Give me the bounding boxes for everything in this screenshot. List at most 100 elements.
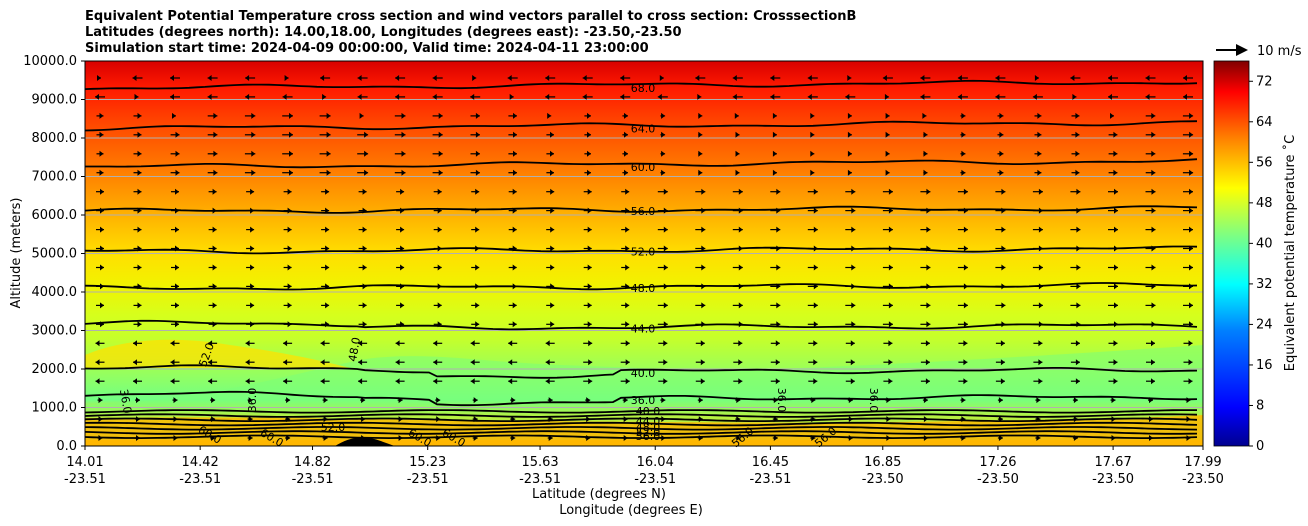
wind-vector-head xyxy=(437,321,442,328)
wind-vector-head xyxy=(961,416,966,423)
wind-vector-head xyxy=(625,264,630,271)
wind-vector-head xyxy=(401,112,406,119)
wind-vector-head xyxy=(212,226,217,233)
contour-line xyxy=(84,120,1198,132)
wind-vector-head xyxy=(963,321,968,328)
y-tick-label: 0.0 xyxy=(56,439,77,454)
wind-vector-head xyxy=(1038,378,1043,385)
wind-vector-head xyxy=(772,112,777,119)
wind-vector-head xyxy=(438,112,443,119)
wind-vector-head xyxy=(364,131,369,138)
wind-vector-head xyxy=(137,131,142,138)
wind-vector-head xyxy=(175,207,179,214)
wind-vector-head xyxy=(735,150,740,157)
wind-vector-head xyxy=(1114,188,1118,195)
wind-vector-head xyxy=(587,283,592,290)
wind-vector-head xyxy=(661,131,666,138)
wind-vector-head xyxy=(325,245,330,252)
wind-vector-head xyxy=(776,188,781,195)
wind-vector-head xyxy=(963,302,968,309)
wind-vector-head xyxy=(100,264,104,271)
wind-vector-head xyxy=(1113,169,1118,176)
wind-vector-head xyxy=(663,264,668,271)
wind-vector-head xyxy=(213,150,218,157)
colorbar-tick-label: 64 xyxy=(1256,115,1273,130)
wind-vector-head xyxy=(663,188,668,195)
wind-vector-head xyxy=(850,340,855,347)
wind-vector-head xyxy=(1001,207,1006,214)
wind-vector-head xyxy=(1038,283,1043,290)
wind-vector-head xyxy=(1145,75,1150,81)
x-tick-label-longitude: -23.51 xyxy=(407,472,449,487)
contour-label: 48.0 xyxy=(631,282,656,295)
wind-vector-head xyxy=(999,112,1004,119)
wind-vector-head xyxy=(998,416,1003,423)
wind-vector-head xyxy=(208,359,213,366)
wind-vector-head xyxy=(625,188,630,195)
wind-vector-head xyxy=(359,112,364,119)
x-tick-label-latitude: 17.26 xyxy=(979,455,1016,470)
wind-vector-head xyxy=(175,150,180,157)
wind-vector-head xyxy=(701,245,706,252)
colorbar-label: Equivalent potential temperature ˚C xyxy=(1282,135,1298,371)
wind-vector-head xyxy=(436,416,441,423)
wind-vector-head xyxy=(807,93,812,100)
wind-vector-head xyxy=(475,226,480,233)
wind-vector-head xyxy=(250,264,255,271)
wind-vector-head xyxy=(625,226,630,233)
wind-vector-head xyxy=(810,112,815,119)
wind-vector-head xyxy=(995,75,1000,81)
wind-vector-head xyxy=(1111,435,1116,441)
wind-vector-head xyxy=(475,207,480,214)
wind-vector-head xyxy=(813,188,818,195)
wind-vector-head xyxy=(250,188,255,195)
wind-vector-head xyxy=(320,75,325,81)
wind-vector-head xyxy=(1151,150,1156,157)
y-tick-label: 2000.0 xyxy=(32,362,78,377)
wind-vector-head xyxy=(473,397,478,404)
wind-vector-head xyxy=(175,302,179,309)
wind-vector-head xyxy=(1151,207,1156,214)
wind-vector-head xyxy=(133,378,137,385)
wind-vector-head xyxy=(437,188,442,195)
wind-vector-head xyxy=(813,283,818,290)
wind-vector-head xyxy=(738,188,743,195)
wind-vector-head xyxy=(512,264,517,271)
y-tick-label: 10000.0 xyxy=(23,54,77,69)
wind-vector-head xyxy=(851,226,856,233)
wind-vector-head xyxy=(395,378,400,385)
wind-vector-head xyxy=(885,112,890,119)
wind-vector-head xyxy=(847,150,852,157)
contour-line xyxy=(84,364,1198,379)
wind-vector-head xyxy=(923,150,928,157)
wind-vector-head xyxy=(920,75,925,81)
wind-vector-head xyxy=(436,397,441,404)
wind-vector-head xyxy=(282,93,287,100)
wind-vector-head xyxy=(250,245,255,252)
wind-vector-head xyxy=(132,75,137,81)
colorbar-tick-label: 16 xyxy=(1256,358,1273,373)
wind-vector-head xyxy=(1076,245,1081,252)
wind-vector-head xyxy=(1000,359,1005,366)
wind-vector-head xyxy=(250,226,255,233)
contour-label: 56.0 xyxy=(636,430,661,443)
wind-vector-head xyxy=(587,112,591,119)
wind-vector-head xyxy=(548,397,553,404)
wind-vector-head xyxy=(1186,397,1191,404)
wind-vector-head xyxy=(772,169,777,176)
wind-vector-head xyxy=(963,207,968,214)
wind-vector-head xyxy=(326,169,331,176)
wind-vector-head xyxy=(850,378,855,385)
wind-vector-head xyxy=(513,112,517,119)
wind-vector-head xyxy=(99,150,104,157)
wind-vector-head xyxy=(848,435,853,441)
wind-vector-head xyxy=(738,321,743,328)
wind-vector-head xyxy=(170,340,175,347)
wind-vector-head xyxy=(701,207,706,214)
wind-vector-head xyxy=(847,75,852,81)
wind-vector-head xyxy=(550,226,555,233)
wind-vector-head xyxy=(1076,226,1081,233)
wind-vector-head xyxy=(245,359,250,366)
wind-vector-head xyxy=(851,188,856,195)
